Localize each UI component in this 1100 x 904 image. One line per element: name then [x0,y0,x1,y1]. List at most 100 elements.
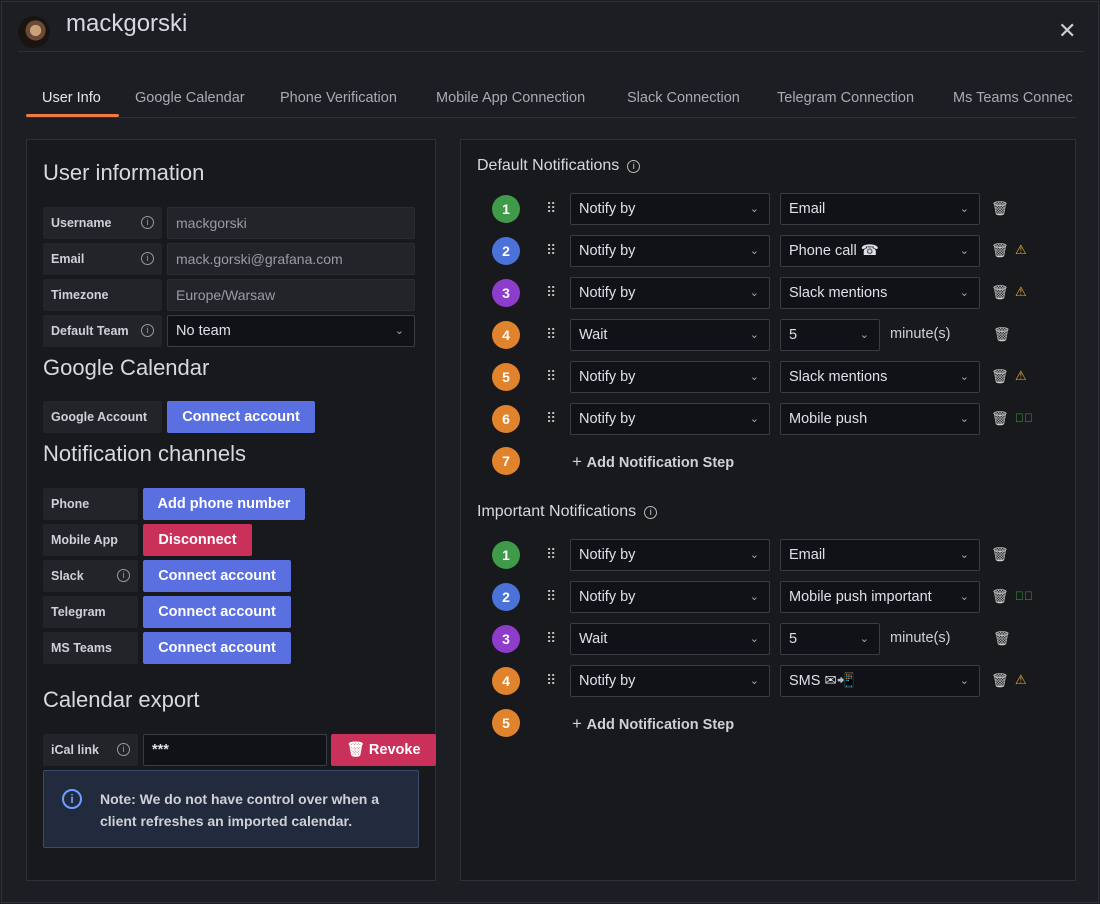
step-type-value: Notify by [579,201,636,217]
ical-link-input[interactable]: *** [143,734,327,766]
step-type-select[interactable]: Wait ⌄ [570,623,770,655]
step-type-value: Notify by [579,411,636,427]
timezone-field[interactable]: Europe/Warsaw [167,279,415,311]
google-connect-account-button[interactable]: Connect account [167,401,315,433]
chevron-down-icon: ⌄ [749,371,759,383]
channel-label-ms-teams: MS Teams [43,632,138,664]
step-type-value: Wait [579,631,608,647]
channel-label-text: Telegram [51,605,106,619]
close-icon[interactable]: ✕ [1058,18,1077,43]
step-value-select[interactable]: Email ⌄ [780,193,980,225]
tab-ms-teams-connec[interactable]: Ms Teams Connec [953,90,1073,106]
tab-slack-connection[interactable]: Slack Connection [627,90,740,106]
check-circle-icon: ✓⃝ [1015,411,1033,425]
username-field[interactable]: mackgorski [167,207,415,239]
step-value-select[interactable]: SMS ✉📲 ⌄ [780,665,980,697]
drag-handle-icon[interactable]: ⠿ [546,200,556,216]
drag-handle-icon[interactable]: ⠿ [546,284,556,300]
default-team-value: No team [176,323,231,339]
step-value-select[interactable]: Phone call ☎ ⌄ [780,235,980,267]
trash-icon[interactable]: 🗑 [993,326,1011,342]
step-value-select[interactable]: 5 ⌄ [780,623,880,655]
chevron-down-icon: ⌄ [749,329,759,341]
step-value-select[interactable]: Slack mentions ⌄ [780,361,980,393]
drag-handle-icon[interactable]: ⠿ [546,672,556,688]
channel-button-telegram[interactable]: Connect account [143,596,291,628]
info-icon[interactable]: i [627,160,641,173]
warning-icon: ⚠ [1015,284,1027,299]
info-icon[interactable]: i [141,324,154,337]
trash-icon[interactable]: 🗑 [993,630,1011,646]
drag-handle-icon[interactable]: ⠿ [546,326,556,342]
trash-icon[interactable]: 🗑 [991,200,1009,216]
trash-icon[interactable]: 🗑 [991,410,1009,426]
tab-telegram-connection[interactable]: Telegram Connection [777,90,915,106]
step-value-select[interactable]: Mobile push ⌄ [780,403,980,435]
channel-label-slack: Slack i [43,560,138,592]
tab-phone-verification[interactable]: Phone Verification [280,90,397,106]
step-type-select[interactable]: Wait ⌄ [570,319,770,351]
channel-label-mobile-app: Mobile App [43,524,138,556]
tab-user-info[interactable]: User Info [42,90,101,106]
info-icon[interactable]: i [141,216,154,229]
trash-icon[interactable]: 🗑 [991,242,1009,258]
drag-handle-icon[interactable]: ⠿ [546,410,556,426]
step-value-select[interactable]: Mobile push important ⌄ [780,581,980,613]
drag-handle-icon[interactable]: ⠿ [546,546,556,562]
step-type-select[interactable]: Notify by ⌄ [570,193,770,225]
step-type-value: Notify by [579,673,636,689]
trash-icon[interactable]: 🗑 [991,284,1009,300]
channel-button-ms-teams[interactable]: Connect account [143,632,291,664]
drag-handle-icon[interactable]: ⠿ [546,368,556,384]
drag-handle-icon[interactable]: ⠿ [546,242,556,258]
step-value: Phone call ☎ [789,243,879,259]
step-value-select[interactable]: 5 ⌄ [780,319,880,351]
step-value: Mobile push [789,411,868,427]
tab-mobile-app-connection[interactable]: Mobile App Connection [436,90,586,106]
step-type-select[interactable]: Notify by ⌄ [570,581,770,613]
step-number-badge: 5 [492,363,520,391]
email-field[interactable]: mack.gorski@grafana.com [167,243,415,275]
add-notification-step-button[interactable]: + Add Notification Step [572,452,734,472]
step-type-select[interactable]: Notify by ⌄ [570,235,770,267]
warning-icon: ⚠ [1015,242,1027,257]
trash-icon[interactable]: 🗑 [991,546,1009,562]
wait-unit-label: minute(s) [890,630,951,646]
default-team-select[interactable]: No team ⌄ [167,315,415,347]
info-icon[interactable]: i [117,743,130,756]
info-icon[interactable]: i [117,569,130,582]
ical-link-label: iCal link i [43,734,138,766]
trash-icon[interactable]: 🗑 [991,588,1009,604]
channel-button-slack[interactable]: Connect account [143,560,291,592]
info-icon[interactable]: i [644,506,658,519]
step-number-badge: 2 [492,237,520,265]
step-type-select[interactable]: Notify by ⌄ [570,539,770,571]
step-number-badge: 2 [492,583,520,611]
step-type-select[interactable]: Notify by ⌄ [570,665,770,697]
channel-label-telegram: Telegram [43,596,138,628]
add-notification-step-button[interactable]: + Add Notification Step [572,714,734,734]
drag-handle-icon[interactable]: ⠿ [546,588,556,604]
revoke-button[interactable]: 🗑 Revoke [331,734,436,766]
info-circle-icon: i [62,789,82,809]
step-value-select[interactable]: Slack mentions ⌄ [780,277,980,309]
step-type-select[interactable]: Notify by ⌄ [570,277,770,309]
trash-icon[interactable]: 🗑 [991,672,1009,688]
step-value-select[interactable]: Email ⌄ [780,539,980,571]
drag-handle-icon[interactable]: ⠿ [546,630,556,646]
tab-google-calendar[interactable]: Google Calendar [135,90,245,106]
default-team-label: Default Team i [43,315,162,347]
ical-link-label-text: iCal link [51,743,99,757]
chevron-down-icon: ⌄ [749,675,759,687]
step-type-select[interactable]: Notify by ⌄ [570,403,770,435]
avatar [18,16,50,48]
step-type-select[interactable]: Notify by ⌄ [570,361,770,393]
step-number-badge: 4 [492,321,520,349]
channel-label-text: Phone [51,497,90,511]
chevron-down-icon: ⌄ [959,413,969,425]
info-icon[interactable]: i [141,252,154,265]
trash-icon[interactable]: 🗑 [991,368,1009,384]
channel-button-phone[interactable]: Add phone number [143,488,305,520]
step-number-badge: 4 [492,667,520,695]
channel-button-mobile-app[interactable]: Disconnect [143,524,252,556]
